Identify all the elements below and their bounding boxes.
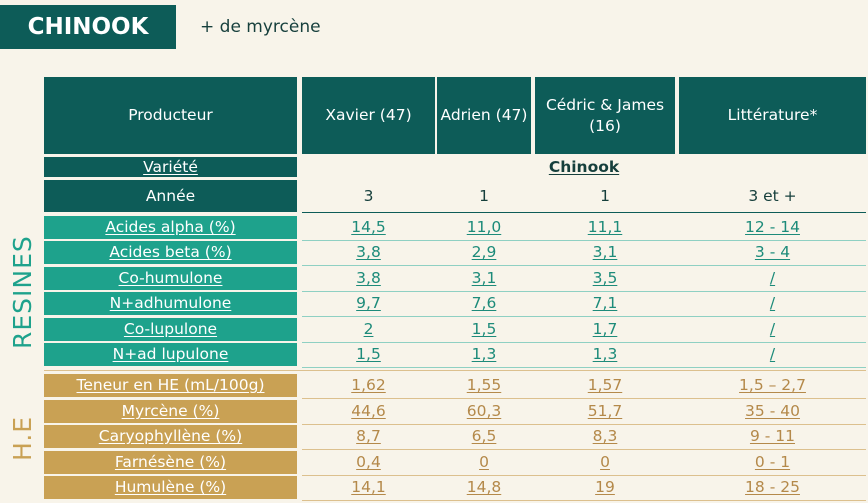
year-value: 1 <box>600 186 610 205</box>
he-row-value: 1,57 <box>587 376 623 395</box>
he-row-value: 9 - 11 <box>749 427 796 446</box>
resine-row-label: N+adhumulone <box>44 292 297 315</box>
he-row-value: 8,7 <box>356 427 381 446</box>
he-row-value: 44,6 <box>351 402 386 421</box>
he-row-value: 1,55 <box>466 376 502 395</box>
resine-row-value: 7,6 <box>471 294 497 313</box>
resine-row-label: Acides alpha (%) <box>44 216 297 239</box>
page-title: CHINOOK <box>0 5 176 49</box>
section-divider <box>44 370 866 371</box>
header-column: Cédric & James (16) <box>535 77 675 154</box>
row-divider <box>302 212 866 213</box>
page-subtitle: + de myrcène <box>200 17 321 37</box>
section-label-he: H.E <box>8 415 37 461</box>
resine-row-value: 12 - 14 <box>745 218 800 237</box>
he-row-value: 0 - 1 <box>754 453 791 472</box>
resine-row-value: 3,8 <box>356 269 381 288</box>
row-divider <box>302 265 866 266</box>
he-row-label: Humulène (%) <box>44 476 297 499</box>
section-label-resines: RESINES <box>8 235 37 349</box>
year-value: 3 <box>363 186 374 205</box>
he-row-value: 18 - 25 <box>745 478 800 497</box>
resine-row-value: 2 <box>363 320 374 339</box>
resine-row-label: Co-lupulone <box>44 318 297 341</box>
he-row-label: Farnésène (%) <box>44 451 297 474</box>
header-column: Xavier (47) <box>302 77 435 154</box>
resine-row-value: 1,5 <box>471 320 497 339</box>
resine-row-value: 1,3 <box>471 345 497 364</box>
resine-row-value: 11,0 <box>466 218 502 237</box>
resine-row-value: 1,3 <box>592 345 618 364</box>
resine-row-value: 7,1 <box>592 294 618 313</box>
header-label: Producteur <box>44 77 297 154</box>
variety-value: Chinook <box>548 157 620 176</box>
variety-label: Variété <box>44 157 297 177</box>
year-label: Année <box>44 180 297 212</box>
year-value: 3 et + <box>748 186 797 205</box>
resine-row-value: 3 - 4 <box>754 243 791 262</box>
he-row-value: 51,7 <box>587 402 623 421</box>
row-divider <box>302 367 866 368</box>
he-row-value: 8,3 <box>592 427 618 446</box>
he-row-value: 19 <box>595 478 615 497</box>
resine-row-value: / <box>769 269 776 288</box>
resine-row-value: 3,1 <box>592 243 618 262</box>
he-row-label: Myrcène (%) <box>44 400 297 423</box>
he-row-value: 14,8 <box>466 478 502 497</box>
header-column: Adrien (47) <box>437 77 531 154</box>
he-row-value: 60,3 <box>466 402 502 421</box>
resine-row-value: 9,7 <box>356 294 381 313</box>
row-divider <box>302 475 866 476</box>
resine-row-label: Acides beta (%) <box>44 241 297 264</box>
header-column: Littérature* <box>679 77 866 154</box>
he-row-value: 0 <box>479 453 489 472</box>
he-row-value: 14,1 <box>351 478 386 497</box>
resine-row-value: 2,9 <box>471 243 497 262</box>
resine-row-value: / <box>769 320 776 339</box>
he-row-value: 6,5 <box>471 427 497 446</box>
row-divider <box>302 342 866 343</box>
he-row-value: 1,5 – 2,7 <box>739 376 806 395</box>
row-divider <box>302 316 866 317</box>
resine-row-value: 3,1 <box>471 269 497 288</box>
resine-row-value: 11,1 <box>587 218 623 237</box>
row-divider <box>302 500 866 501</box>
row-divider <box>302 291 866 292</box>
resine-row-value: 3,5 <box>592 269 618 288</box>
resine-row-label: N+ad lupulone <box>44 343 297 366</box>
row-divider <box>302 398 866 399</box>
year-value: 1 <box>479 186 489 205</box>
he-row-label: Teneur en HE (mL/100g) <box>44 374 297 397</box>
resine-row-value: / <box>769 294 776 313</box>
he-row-value: 1,62 <box>351 376 386 395</box>
row-divider <box>302 424 866 425</box>
he-row-value: 0,4 <box>356 453 381 472</box>
he-row-value: 35 - 40 <box>745 402 800 421</box>
resine-row-value: 1,7 <box>592 320 618 339</box>
resine-row-value: / <box>769 345 776 364</box>
resine-row-value: 14,5 <box>351 218 386 237</box>
row-divider <box>302 240 866 241</box>
resine-row-value: 3,8 <box>356 243 381 262</box>
he-row-label: Caryophyllène (%) <box>44 425 297 448</box>
row-divider <box>302 449 866 450</box>
he-row-value: 0 <box>600 453 610 472</box>
resine-row-value: 1,5 <box>356 345 381 364</box>
resine-row-label: Co-humulone <box>44 267 297 290</box>
